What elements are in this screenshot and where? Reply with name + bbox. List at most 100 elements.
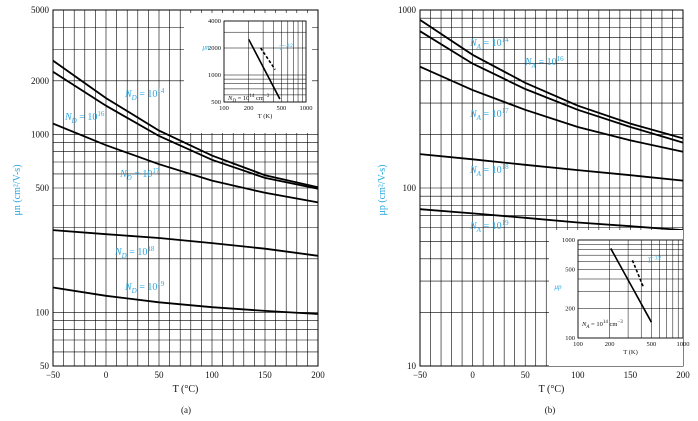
inset-y-tick: 100: [565, 335, 575, 342]
inset-power-law-annotation: T−3/2: [647, 256, 661, 264]
doping-symbol: N: [227, 95, 233, 102]
inset-frame: [577, 239, 684, 339]
y-tick-label: 500: [36, 183, 50, 193]
x-tick-label: 0: [104, 370, 109, 380]
label-exponent: 16: [97, 110, 105, 118]
doping-exponent: 14: [603, 320, 609, 325]
label-equals: = 10: [481, 109, 502, 120]
inset-y-axis-label: μn: [202, 44, 210, 52]
inset-x-tick: 200: [605, 341, 615, 348]
y-axis-label: μp (cm²/V-s): [377, 164, 388, 215]
inset-mobility-line: [247, 38, 281, 100]
x-tick-label: −50: [413, 370, 428, 380]
series-label: ND = 1018: [114, 245, 155, 260]
y-axis-label: μn (cm²/V-s): [12, 164, 23, 215]
label-subscript: A: [476, 170, 482, 178]
label-equals: = 10: [481, 165, 502, 176]
inset-power-law-line: [260, 47, 276, 71]
series-line-d16: [52, 70, 319, 190]
inset-x-axis-label: T (K): [258, 113, 273, 120]
x-tick-label: 150: [258, 370, 272, 380]
label-exponent: 19: [502, 219, 510, 227]
inset-y-tick: 500: [211, 99, 221, 106]
annotation-exponent: −3/2: [651, 256, 661, 261]
label-equals: = 10: [481, 221, 502, 232]
label-subscript: A: [476, 114, 482, 122]
label-subscript: A: [531, 62, 537, 70]
series-label: NA = 1014: [469, 36, 509, 51]
label-subscript: D: [126, 174, 132, 182]
annotation-base: T: [647, 256, 652, 264]
x-tick-label: 100: [205, 370, 219, 380]
label-equals: = 10: [137, 282, 158, 293]
label-exponent: 18: [147, 245, 155, 253]
inset-doping-label: ND = 1014 cm−3: [227, 94, 270, 104]
x-tick-label: 50: [155, 370, 165, 380]
inset-power-law-annotation: T−3/2: [279, 44, 293, 52]
inset-x-tick: 100: [573, 341, 583, 348]
annotation-base: T: [279, 44, 284, 52]
series-line-a14: [419, 19, 684, 140]
inset-mobility-line: [610, 248, 653, 323]
series-line-d14: [52, 59, 319, 189]
inset-doping-label: NA = 1014 cm−3: [581, 320, 623, 330]
inset-y-tick: 2000: [208, 45, 221, 52]
inset-y-tick: 4000: [208, 18, 221, 25]
inset-y-tick: 1000: [562, 237, 575, 244]
label-symbol: N: [124, 89, 133, 100]
panel-caption: (b): [545, 405, 556, 415]
inset-background: [184, 13, 312, 133]
label-symbol: N: [524, 57, 533, 68]
grid: [52, 9, 319, 367]
series-line-a16: [419, 30, 684, 144]
inset-x-tick: 500: [647, 341, 657, 348]
x-tick-label: 200: [311, 370, 325, 380]
y-tick-label: 10: [407, 361, 417, 371]
x-axis-label: T (°C): [173, 384, 199, 395]
label-exponent: 19: [157, 280, 165, 288]
y-tick-label: 50: [40, 361, 50, 371]
inset-x-tick: 1000: [677, 341, 690, 348]
x-tick-label: 0: [470, 370, 475, 380]
x-tick-label: −50: [46, 370, 61, 380]
label-symbol: N: [124, 282, 133, 293]
x-tick-label: 50: [521, 370, 531, 380]
series-line-a19: [419, 208, 684, 231]
inset-y-tick: 200: [565, 305, 575, 312]
doping-symbol: N: [581, 321, 587, 328]
series-line-d18: [52, 229, 319, 257]
label-exponent: 18: [502, 163, 510, 171]
y-tick-label: 2000: [31, 76, 50, 86]
doping-unit-exponent: −3: [617, 320, 623, 325]
inset-y-tick: 1000: [208, 72, 221, 79]
label-symbol: N: [469, 109, 478, 120]
doping-exponent: 14: [249, 94, 255, 99]
series-line-a17: [419, 65, 684, 153]
label-exponent: 14: [502, 36, 510, 44]
annotation-exponent: −3/2: [283, 44, 293, 49]
doping-subscript: A: [585, 325, 590, 330]
inset-chart: 100 200 500 1000 1000 500 200 100 T (K) μp T−3/2 NA…: [554, 237, 689, 356]
y-tick-label: 100: [36, 307, 50, 317]
inset-x-tick: 100: [219, 105, 229, 112]
inset-frame: [223, 20, 307, 103]
series-label: NA = 1018: [469, 163, 509, 178]
label-symbol: N: [114, 247, 123, 258]
inset-y-tick: 500: [565, 267, 575, 274]
label-symbol: N: [469, 221, 478, 232]
label-equals: = 10: [132, 169, 153, 180]
series-label: ND = 1019: [124, 280, 165, 295]
label-subscript: D: [121, 252, 127, 260]
series-line-d19: [52, 286, 319, 315]
doping-unit: cm: [254, 95, 264, 102]
series-label: NA = 1019: [469, 219, 509, 234]
y-tick-label: 1000: [398, 5, 417, 15]
doping-unit-exponent: −3: [264, 94, 270, 99]
label-subscript: D: [71, 117, 77, 125]
doping-equals: = 10: [236, 95, 249, 102]
label-exponent: 17: [502, 107, 510, 115]
series-line-d17: [52, 122, 319, 204]
label-equals: = 10: [481, 38, 502, 49]
